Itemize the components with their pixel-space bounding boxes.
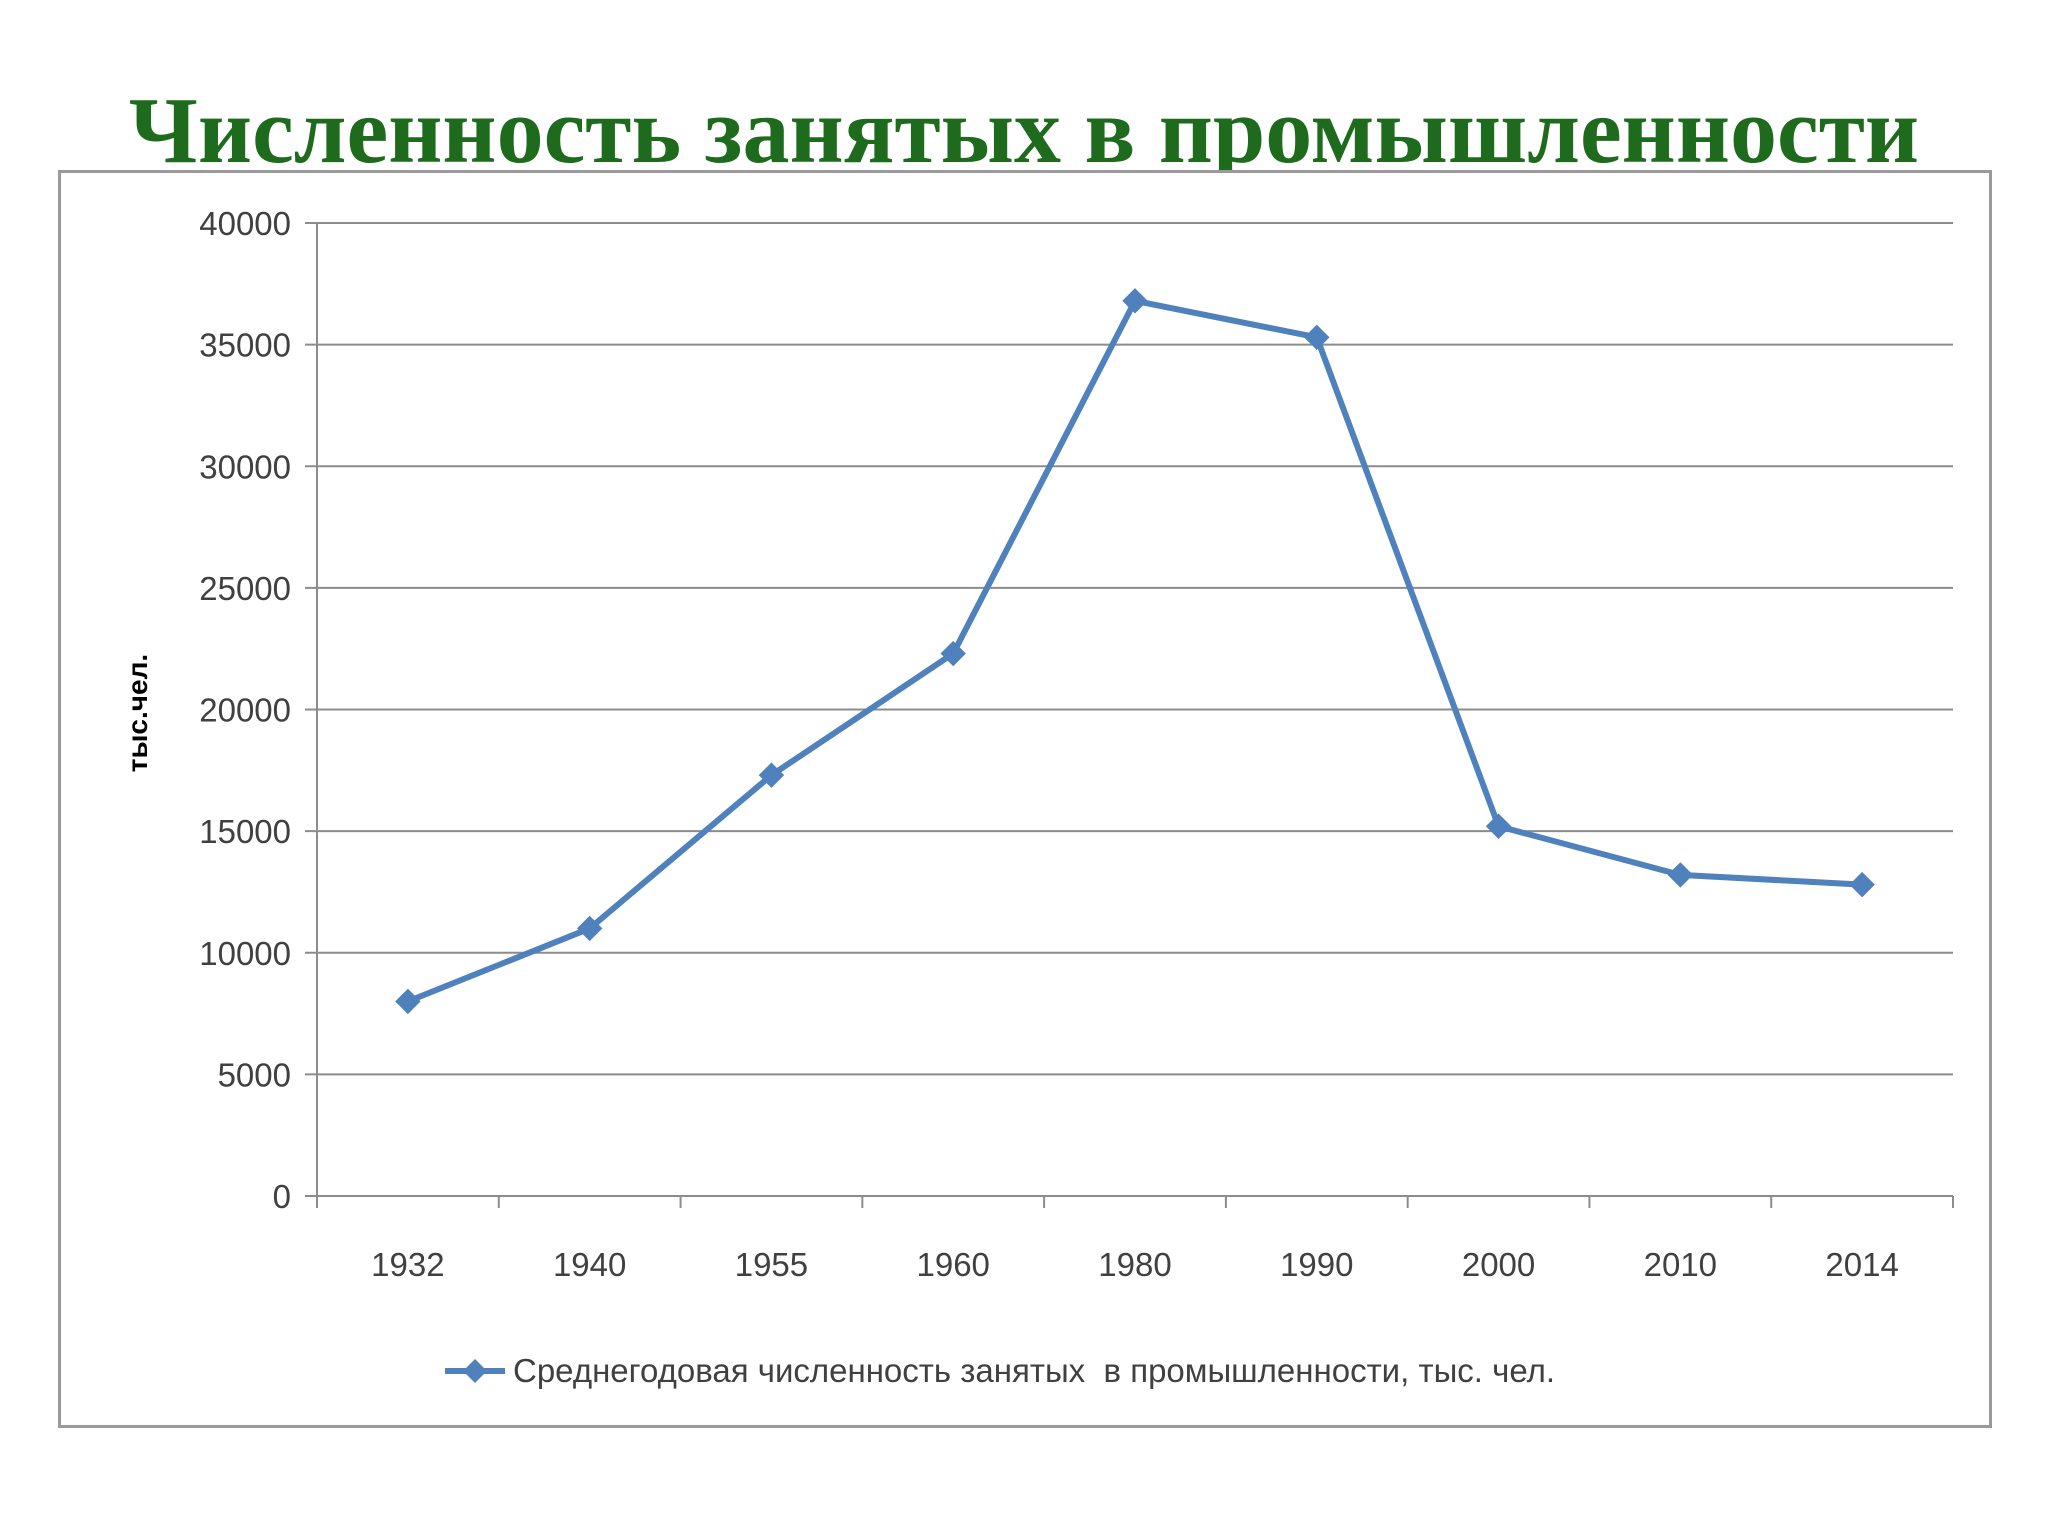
x-tick-label-1940: 1940 <box>553 1246 626 1283</box>
y-tick-label-40000: 40000 <box>199 205 291 242</box>
data-point-1955 <box>758 762 785 788</box>
y-tick-label-10000: 10000 <box>199 935 291 972</box>
x-tick-label-1960: 1960 <box>917 1246 990 1283</box>
legend-label: Среднегодовая численность занятых в пром… <box>513 1352 1555 1389</box>
page-title: Численность занятых в промышленности <box>128 88 1920 178</box>
series-layer <box>395 288 1875 1015</box>
x-tick-label-1955: 1955 <box>735 1246 808 1283</box>
y-tick-labels: 0 5000 10000 15000 20000 25000 30000 35000 40000 <box>199 205 291 1215</box>
y-tick-label-15000: 15000 <box>199 813 291 850</box>
y-tick-label-30000: 30000 <box>199 448 291 485</box>
y-tick-label-5000: 5000 <box>218 1056 291 1093</box>
x-tick-label-1990: 1990 <box>1280 1246 1353 1283</box>
y-axis-title: тыс.чел. <box>122 654 153 772</box>
x-tick-label-2010: 2010 <box>1644 1246 1717 1283</box>
data-point-1980 <box>1122 288 1148 314</box>
data-point-2010 <box>1667 862 1694 888</box>
series-line <box>406 297 1863 1005</box>
y-tick-label-25000: 25000 <box>199 570 291 607</box>
y-tick-label-35000: 35000 <box>199 327 291 364</box>
chart-frame: 0 5000 10000 15000 20000 25000 30000 35000 40000… <box>58 170 1992 1428</box>
y-tick-label-0: 0 <box>273 1178 291 1215</box>
axes <box>305 222 1954 1208</box>
data-point-2014 <box>1849 871 1875 898</box>
x-tick-label-2000: 2000 <box>1462 1246 1535 1283</box>
legend-diamond-marker <box>463 1359 487 1383</box>
data-point-1960 <box>940 640 966 667</box>
line-chart: 0 5000 10000 15000 20000 25000 30000 35000 40000… <box>122 205 1954 1389</box>
x-tick-label-1980: 1980 <box>1098 1246 1171 1283</box>
x-tick-label-1932: 1932 <box>371 1246 444 1283</box>
y-tick-label-20000: 20000 <box>199 692 291 729</box>
x-tick-label-2014: 2014 <box>1825 1246 1898 1283</box>
data-point-1940 <box>576 915 603 942</box>
data-point-1990 <box>1304 324 1330 351</box>
gridlines <box>317 222 1953 1076</box>
data-point-2000 <box>1485 813 1512 839</box>
x-tick-labels: 1932 1940 1955 1960 1980 1990 2000 2010 2014 <box>371 1246 1899 1283</box>
data-point-1932 <box>395 988 421 1015</box>
legend[interactable]: Среднегодовая численность занятых в пром… <box>445 1352 1555 1389</box>
